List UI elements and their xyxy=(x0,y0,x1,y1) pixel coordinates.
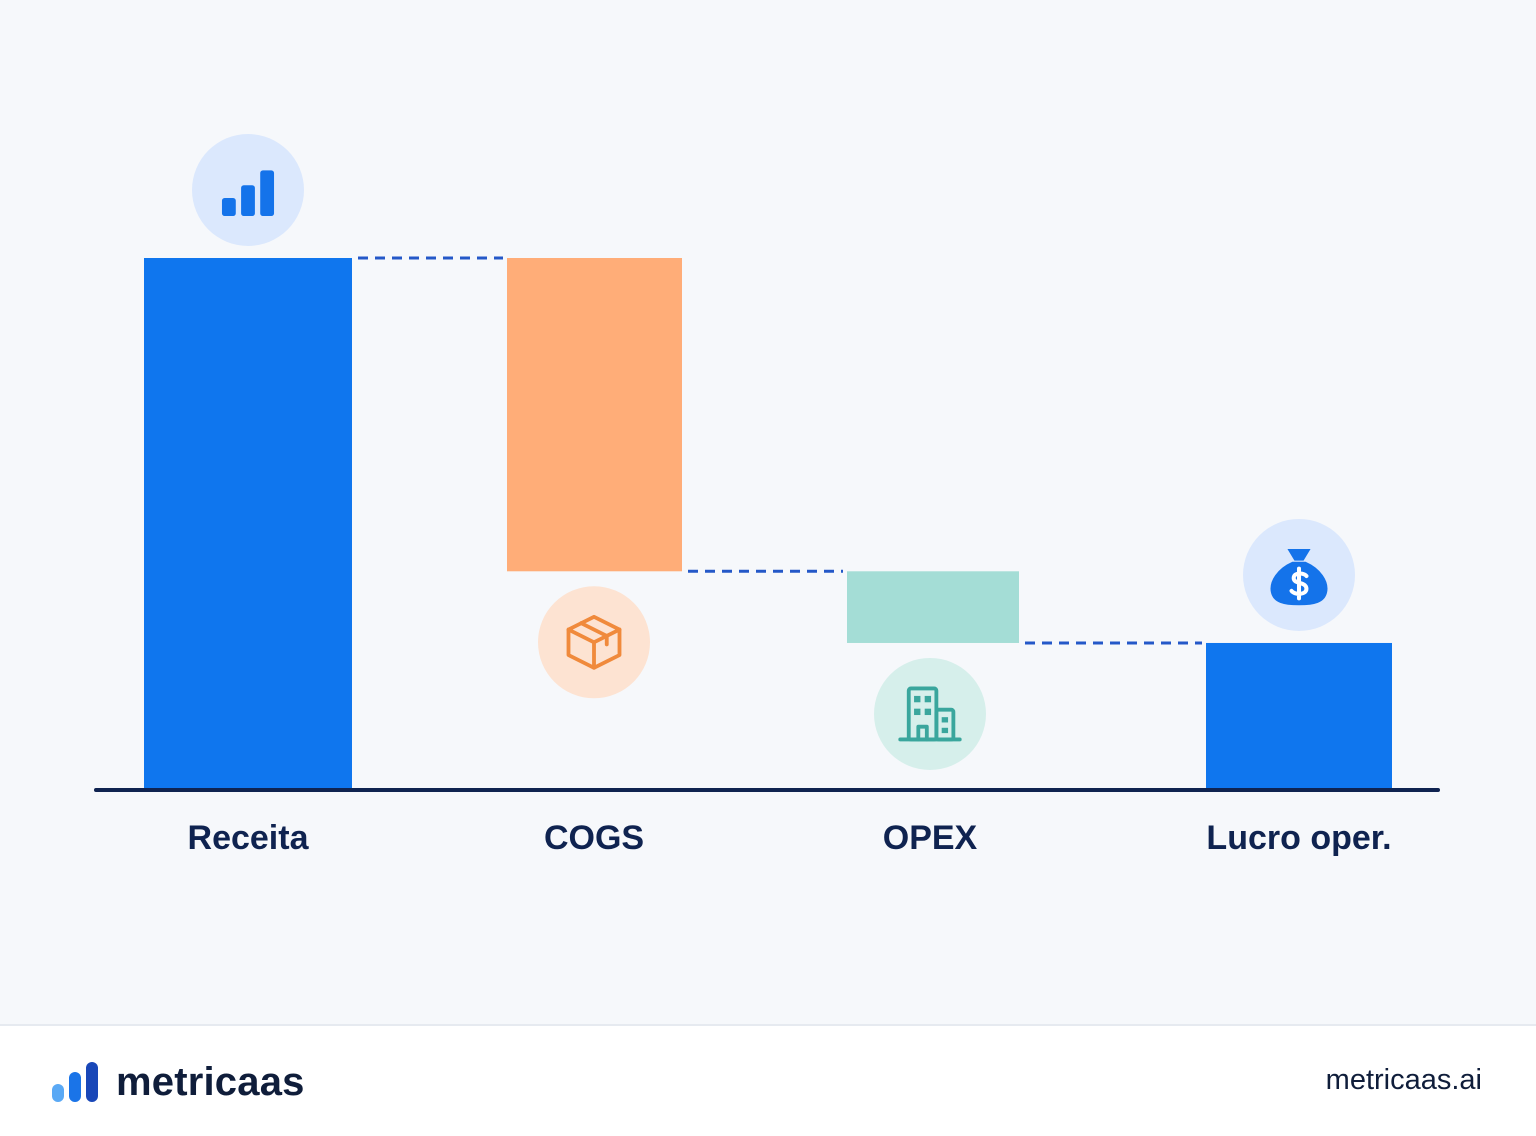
bar-chart-icon xyxy=(192,134,304,246)
bar-lucro-oper xyxy=(1206,642,1392,789)
category-label-lucro-oper: Lucro oper. xyxy=(1206,819,1391,857)
brand: metricaas xyxy=(52,1060,305,1104)
office-building-icon xyxy=(874,657,986,770)
connector-lines xyxy=(358,256,1202,645)
category-label-cogs: COGS xyxy=(544,819,644,857)
footer-bar: metricaas metricaas.ai xyxy=(0,1024,1536,1136)
logo-bar-short xyxy=(52,1084,64,1102)
logo-bar-mid xyxy=(69,1072,81,1102)
brand-name: metricaas xyxy=(116,1059,305,1104)
category-label-receita: Receita xyxy=(188,819,310,857)
money-bag-icon xyxy=(1243,518,1355,631)
bar-series xyxy=(144,258,1392,789)
package-box-icon xyxy=(538,586,650,699)
bar-receita xyxy=(144,258,352,789)
category-labels: Receita COGS OPEX Lucro oper. xyxy=(188,819,1392,857)
category-label-opex: OPEX xyxy=(883,819,978,857)
logo-bar-tall xyxy=(86,1062,98,1102)
bar-opex xyxy=(847,571,1019,643)
metricaas-logo-icon xyxy=(52,1062,98,1102)
bar-icons xyxy=(192,134,1355,770)
site-url: metricaas.ai xyxy=(1325,1064,1482,1096)
waterfall-chart: Receita COGS OPEX Lucro oper. xyxy=(94,134,1440,857)
chart-canvas: Receita COGS OPEX Lucro oper. xyxy=(94,134,1440,857)
bar-cogs xyxy=(507,258,682,572)
